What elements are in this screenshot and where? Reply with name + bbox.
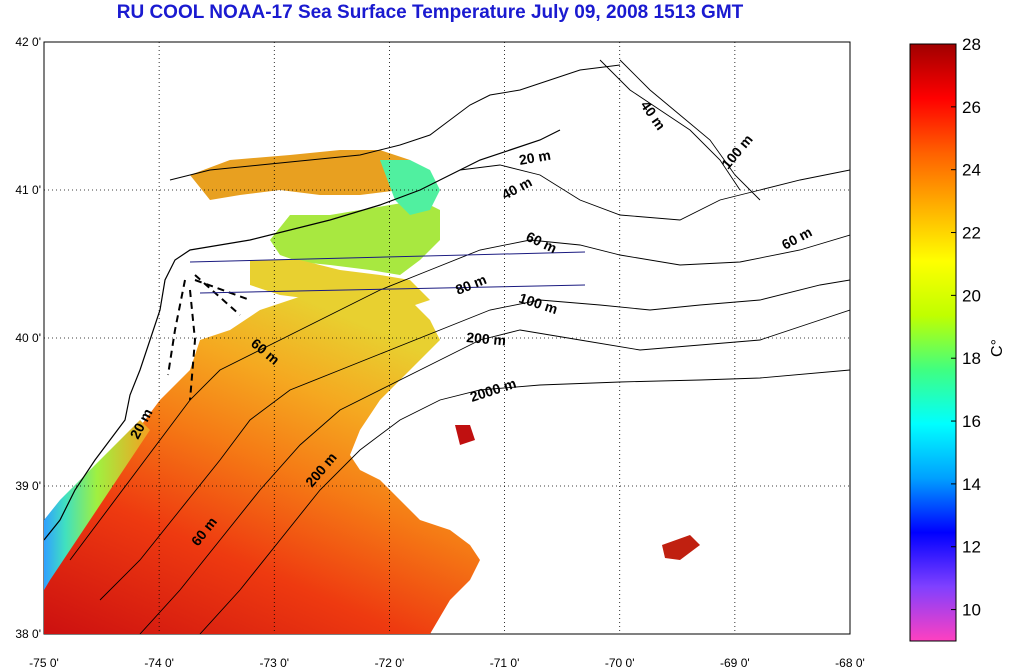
x-tick-label: -69 0'	[720, 656, 750, 670]
y-tick-label: 41 0'	[15, 183, 41, 197]
x-tick-label: -74 0'	[144, 656, 174, 670]
x-tick-label: -71 0'	[490, 656, 520, 670]
grid-lines	[44, 42, 850, 634]
colorbar: 28 26 24 22 20 18 16 14 12 10 C°	[909, 35, 1006, 642]
colorbar-tick-label: 14	[962, 475, 981, 494]
colorbar-tick-label: 24	[962, 161, 981, 180]
colorbar-tick-label: 16	[962, 412, 981, 431]
x-tick-label: -75 0'	[29, 656, 59, 670]
x-tick-label: -72 0'	[375, 656, 405, 670]
colorbar-tick-label: 26	[962, 98, 981, 117]
coastline	[44, 129, 561, 541]
x-tick-label: -68 0'	[835, 656, 865, 670]
sst-coastal-cool	[44, 420, 150, 590]
colorbar-ticks: 28 26 24 22 20 18 16 14 12 10	[951, 35, 981, 620]
x-tick-label: -73 0'	[259, 656, 289, 670]
sst-field	[44, 59, 850, 634]
shipping-lanes	[167, 274, 251, 401]
x-tick-label: -70 0'	[605, 656, 635, 670]
bathymetry-contours	[69, 59, 850, 634]
contour-label: 200 m	[466, 329, 507, 348]
colorbar-tick-label: 28	[962, 35, 981, 54]
x-axis: -75 0' -74 0' -73 0' -72 0' -71 0' -70 0' -69 …	[29, 656, 865, 670]
colorbar-tick-label: 10	[962, 601, 981, 620]
colorbar-label: C°	[989, 339, 1006, 357]
contour-label: 20 m	[518, 147, 552, 168]
colorbar-tick-label: 18	[962, 349, 981, 368]
colorbar-tick-label: 12	[962, 538, 981, 557]
sst-sound-region	[190, 150, 420, 200]
y-tick-label: 40 0'	[15, 331, 41, 345]
colorbar-tick-label: 20	[962, 286, 981, 305]
y-axis: 42 0' 41 0' 40 0' 39 0' 38 0'	[15, 35, 41, 641]
coastline-north	[169, 64, 621, 181]
y-tick-label: 38 0'	[15, 627, 41, 641]
colorbar-tick-label: 22	[962, 224, 981, 243]
y-tick-label: 42 0'	[15, 35, 41, 49]
map-title: RU COOL NOAA-17 Sea Surface Temperature …	[116, 2, 744, 23]
sst-shelf-yellow	[250, 260, 430, 310]
sst-cool-patch	[380, 160, 440, 215]
y-tick-label: 39 0'	[15, 479, 41, 493]
colorbar-gradient	[909, 43, 957, 642]
sst-warm-region	[44, 290, 480, 634]
transect-lines	[189, 251, 586, 294]
